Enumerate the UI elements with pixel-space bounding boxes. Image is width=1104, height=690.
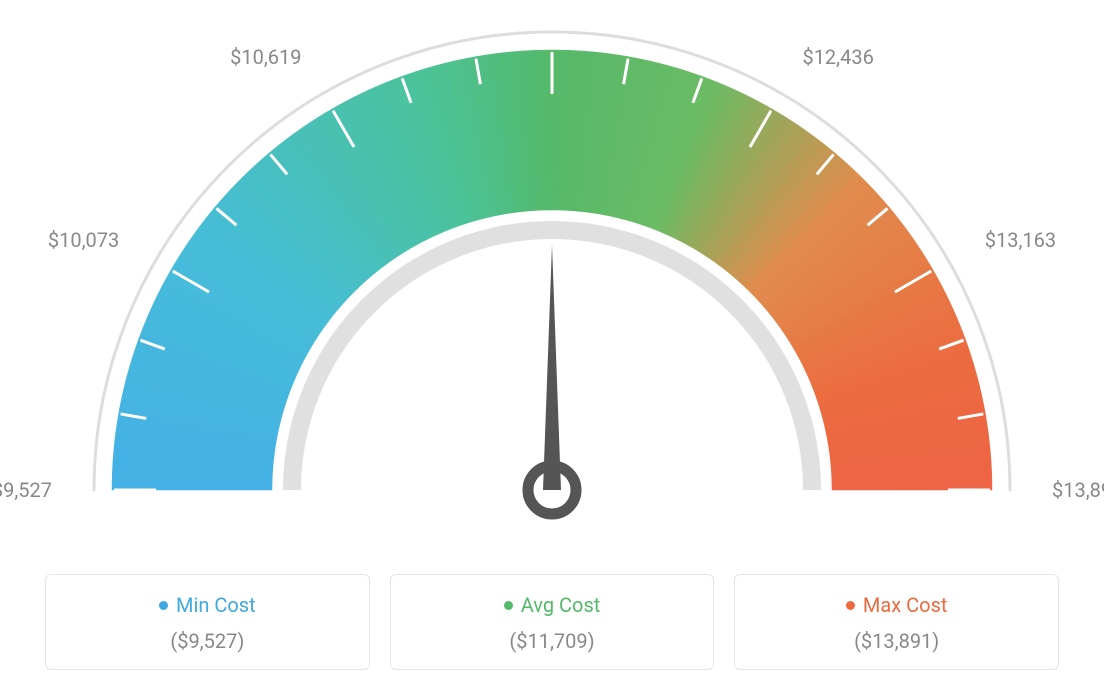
dot-icon (846, 601, 855, 610)
scale-label: $9,527 (0, 478, 52, 502)
scale-label: $13,891 (1052, 478, 1104, 502)
legend-card-max: Max Cost ($13,891) (734, 574, 1059, 670)
legend-value-min: ($9,527) (56, 629, 359, 653)
legend-card-min: Min Cost ($9,527) (45, 574, 370, 670)
legend-label-min: Min Cost (176, 593, 256, 617)
dot-icon (504, 601, 513, 610)
legend-value-avg: ($11,709) (401, 629, 704, 653)
chart-container: $9,527$10,073$10,619$11,709$12,436$13,16… (0, 0, 1104, 690)
legend-card-avg: Avg Cost ($11,709) (390, 574, 715, 670)
gauge-chart: $9,527$10,073$10,619$11,709$12,436$13,16… (0, 0, 1104, 550)
legend-label-max: Max Cost (863, 593, 948, 617)
legend-row: Min Cost ($9,527) Avg Cost ($11,709) Max… (45, 574, 1059, 670)
scale-label: $10,619 (230, 45, 301, 69)
legend-label-avg: Avg Cost (521, 593, 601, 617)
legend-title-max: Max Cost (745, 593, 1048, 617)
legend-title-min: Min Cost (56, 593, 359, 617)
dot-icon (159, 601, 168, 610)
scale-label: $13,163 (985, 228, 1056, 252)
legend-value-max: ($13,891) (745, 629, 1048, 653)
legend-title-avg: Avg Cost (401, 593, 704, 617)
scale-label: $12,436 (802, 45, 873, 69)
scale-label: $10,073 (48, 228, 119, 252)
